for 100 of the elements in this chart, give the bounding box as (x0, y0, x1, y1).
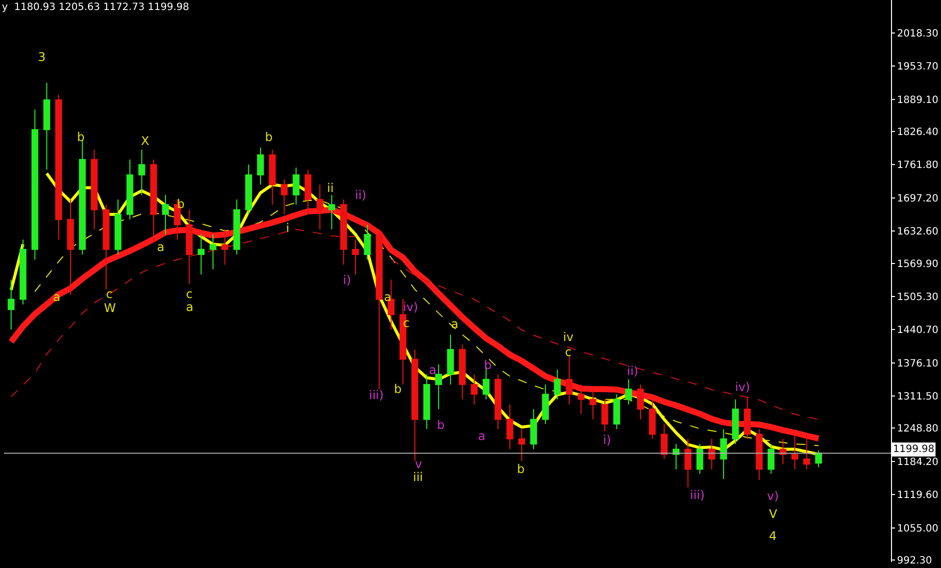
y-tick-label: 1632.60 (897, 226, 938, 238)
candlestick (55, 94, 62, 240)
candlestick (672, 444, 680, 470)
candlestick (364, 224, 371, 260)
annotation: b (265, 130, 273, 144)
y-tick-label: 1569.90 (897, 258, 938, 270)
annotation: V (769, 507, 778, 521)
candlestick (720, 428, 727, 480)
candlestick (411, 349, 418, 462)
candlestick (756, 428, 763, 481)
candlestick (613, 394, 620, 430)
annotation: i) (603, 433, 612, 447)
annotation: b (517, 462, 525, 476)
candlestick (340, 199, 348, 266)
candlestick (423, 374, 430, 430)
candlestick (304, 169, 312, 215)
candlestick (506, 404, 514, 450)
y-tick-label: 1697.20 (897, 193, 938, 204)
candlestick (280, 178, 288, 215)
candlestick (637, 384, 644, 420)
annotation: ii) (627, 364, 638, 378)
annotation: a (451, 317, 458, 331)
y-tick-label: 1184.20 (897, 456, 938, 468)
annotation: ii) (355, 188, 366, 202)
candlestick (31, 109, 38, 260)
candlestick (43, 82, 50, 170)
annotation: b (394, 382, 402, 396)
y-tick-label: 1826.40 (897, 127, 938, 138)
candlestick (150, 158, 158, 240)
candlestick (518, 428, 526, 462)
candlestick (447, 334, 454, 385)
candlestick (803, 434, 810, 470)
candlestick (732, 398, 739, 445)
candlestick (566, 354, 573, 405)
candlestick (470, 374, 478, 405)
y-tick-label: 1248.80 (897, 424, 938, 435)
candlestick (126, 158, 134, 220)
candlestick (601, 398, 608, 432)
annotation: b (177, 197, 185, 211)
candlestick (292, 167, 300, 206)
candlestick (221, 228, 228, 266)
candlestick (210, 234, 216, 270)
chart-title: y 1180.93 1205.63 1172.73 1199.98 (2, 2, 190, 13)
candlestick (530, 408, 537, 450)
y-tick-label: 1440.70 (897, 325, 938, 336)
annotation: ii (327, 181, 334, 195)
candlestick (458, 344, 466, 400)
line-series (10, 228, 356, 398)
annotation: iv) (403, 300, 418, 314)
annotation: b (484, 358, 492, 372)
annotation: iii (413, 470, 424, 484)
y-tick-label: 1953.70 (897, 62, 938, 73)
candlestick (791, 434, 798, 470)
candlestick (8, 279, 15, 330)
candlestick (90, 149, 98, 230)
annotation: a (53, 290, 60, 304)
ref-line-label: 1199.98 (893, 444, 934, 455)
candlestick (186, 209, 193, 285)
candlestick (435, 364, 442, 410)
candlestick (376, 228, 383, 390)
candlestick (696, 444, 704, 474)
candlestick (198, 234, 205, 276)
annotation: 4 (769, 529, 777, 543)
candlestick (138, 149, 146, 196)
y-tick-label: 992.30 (897, 556, 932, 566)
annotation: W (104, 301, 116, 315)
y-tick-label: 1761.80 (897, 160, 938, 172)
annotation: 3 (38, 50, 46, 64)
candlestick (554, 369, 561, 400)
candlestick (542, 384, 549, 425)
candlestick (660, 424, 668, 460)
y-tick-label: 1889.10 (897, 94, 938, 106)
candlestick (768, 444, 774, 474)
annotation: a (157, 240, 164, 254)
annotation: iv (563, 330, 574, 344)
candlestick (590, 388, 596, 420)
annotation: a (478, 429, 486, 443)
y-tick-label: 1119.60 (897, 490, 938, 502)
annotation: iii) (369, 388, 384, 402)
candlestick (67, 199, 74, 296)
candlestick (352, 239, 359, 276)
annotation: i (286, 221, 290, 235)
annotation: i) (343, 273, 352, 287)
annotation: c (186, 287, 193, 301)
annotation: a (429, 363, 436, 377)
annotation: v) (767, 489, 779, 503)
candlestick (684, 438, 692, 488)
candlestick (233, 199, 240, 255)
candlestick (328, 194, 336, 230)
y-tick-label: 2018.30 (897, 28, 938, 40)
y-tick-label: 1505.30 (897, 292, 938, 303)
annotation: iv) (735, 380, 750, 394)
annotation: c (565, 345, 572, 359)
candlestick (708, 438, 716, 470)
candlestick (257, 147, 264, 186)
line-series (390, 258, 820, 420)
candlestick (114, 199, 122, 255)
y-tick-label: 1376.10 (897, 358, 938, 370)
candlestick (494, 374, 502, 430)
annotation: X (141, 134, 150, 148)
